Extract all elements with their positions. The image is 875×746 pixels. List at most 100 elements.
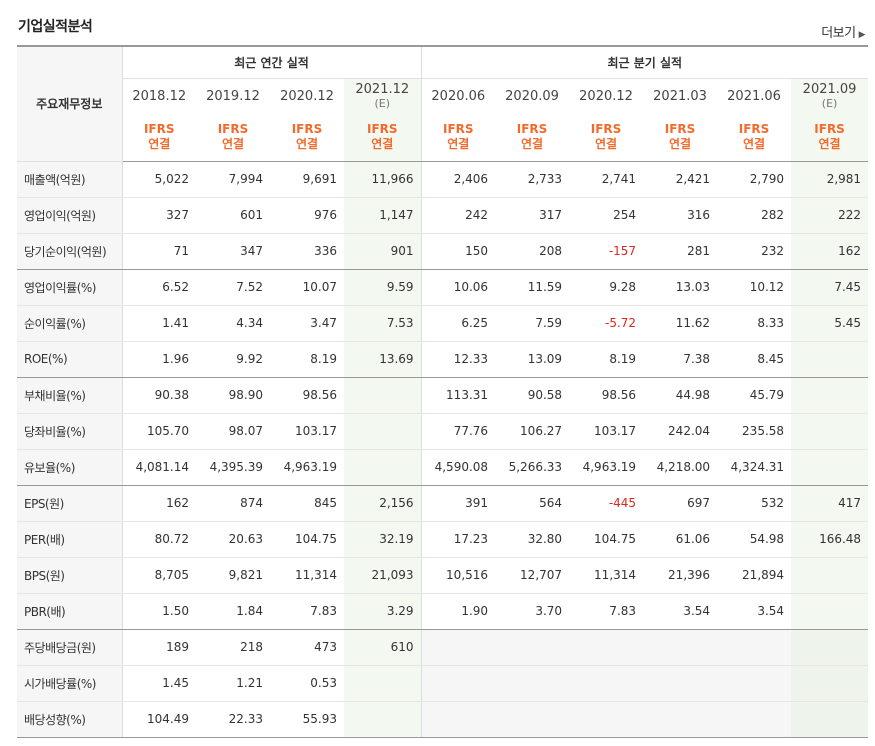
period-label: 2020.12	[280, 88, 334, 104]
table-cell: 417	[791, 485, 869, 522]
table-cell: 6.52	[122, 269, 196, 306]
table-row: 부채비율(%) 90.38 98.90 98.56 113.31 90.58 98.56 44…	[17, 377, 869, 414]
table-cell	[791, 449, 869, 486]
basis-standard: IFRS	[814, 122, 845, 137]
row-label: 당좌비율(%)	[17, 413, 123, 450]
row-label: 유보율(%)	[17, 449, 123, 486]
table-cell: 473	[270, 629, 344, 666]
basis-consolidated: 연결	[148, 137, 171, 152]
table-cell: 874	[196, 485, 270, 522]
table-cell: 11.59	[495, 269, 570, 306]
row-label: BPS(원)	[17, 557, 123, 594]
table-cell: 9.28	[569, 269, 644, 306]
period-label: 2019.12	[206, 88, 260, 104]
basis-consolidated: 연결	[295, 137, 319, 152]
table-cell: 2,156	[344, 485, 422, 522]
row-label: 배당성향(%)	[17, 701, 123, 738]
row-label: 영업이익률(%)	[17, 269, 123, 306]
table-row: 유보율(%) 4,081.14 4,395.39 4,963.19 4,590.08 5,…	[17, 449, 869, 486]
estimate-marker: (E)	[374, 97, 391, 111]
period-label: 2020.06	[431, 88, 486, 104]
period-header: 2021.06	[717, 78, 791, 114]
table-cell	[569, 629, 644, 666]
table-row: BPS(원) 8,705 9,821 11,314 21,093 10,516 12,707…	[17, 557, 869, 594]
table-cell: 7.83	[569, 593, 644, 630]
basis-standard: IFRS	[516, 122, 548, 137]
table-cell	[717, 665, 792, 702]
table-cell: 4,218.00	[643, 449, 718, 486]
period-header: 2020.06	[421, 78, 495, 114]
table-cell: 9.59	[344, 269, 422, 306]
period-label: 2018.12	[132, 88, 187, 104]
table-cell: 7.52	[196, 269, 270, 306]
table-cell: 9.92	[196, 341, 270, 378]
period-header: 2021.09 (E)	[791, 78, 869, 114]
period-header: 2021.12 (E)	[344, 78, 422, 114]
basis-standard: IFRS	[217, 122, 249, 137]
table-cell: 13.69	[344, 341, 422, 378]
table-cell: 7.38	[643, 341, 718, 378]
table-cell: 98.56	[270, 377, 344, 414]
table-cell: 5,022	[122, 161, 196, 198]
table-cell: 44.98	[643, 377, 718, 414]
basis-header: IFRS 연결	[270, 114, 344, 162]
table-cell: 21,093	[344, 557, 422, 594]
table-cell: 150	[421, 233, 496, 270]
table-cell: 45.79	[717, 377, 792, 414]
basis-consolidated: 연결	[669, 137, 692, 152]
table-cell: 98.90	[196, 377, 270, 414]
table-cell: 166.48	[791, 521, 869, 558]
table-cell: 564	[495, 485, 570, 522]
table-cell: 98.07	[196, 413, 270, 450]
label-column-header: 주요재무정보	[17, 45, 123, 162]
basis-standard: IFRS	[738, 122, 770, 137]
table-cell: 610	[344, 629, 422, 666]
period-header: 2021.03	[643, 78, 717, 114]
table-cell: -445	[569, 485, 644, 522]
table-cell: 11,314	[270, 557, 344, 594]
table-row: 배당성향(%) 104.49 22.33 55.93	[17, 701, 869, 738]
table-cell: 1.21	[196, 665, 270, 702]
table-cell: 901	[344, 233, 422, 270]
table-cell: 90.38	[122, 377, 196, 414]
table-cell: 103.17	[569, 413, 644, 450]
table-cell: 8.45	[717, 341, 792, 378]
table-cell: 17.23	[421, 521, 496, 558]
period-header: 2018.12	[122, 78, 196, 114]
table-cell: 2,406	[421, 161, 496, 198]
table-cell: 3.54	[717, 593, 792, 630]
annual-group-header: 최근 연간 실적	[122, 45, 422, 79]
row-label: PER(배)	[17, 521, 123, 558]
table-cell: 232	[717, 233, 792, 270]
table-cell: 327	[122, 197, 196, 234]
table-cell: 222	[791, 197, 869, 234]
basis-header: IFRS 연결	[791, 114, 869, 162]
table-cell: 11,966	[344, 161, 422, 198]
table-cell	[717, 701, 792, 738]
table-row: PER(배) 80.72 20.63 104.75 32.19 17.23 32.80 104…	[17, 521, 869, 558]
table-cell: 103.17	[270, 413, 344, 450]
table-cell: 10.06	[421, 269, 496, 306]
table-cell: 10.07	[270, 269, 344, 306]
table-cell: 13.03	[643, 269, 718, 306]
basis-standard: IFRS	[664, 122, 696, 137]
table-cell: 6.25	[421, 305, 496, 342]
table-cell: 8.19	[270, 341, 344, 378]
table-row: 당기순이익(억원) 71 347 336 901 150 208 -157 281 232 162	[17, 233, 869, 270]
table-cell: 7,994	[196, 161, 270, 198]
table-cell: 3.54	[643, 593, 718, 630]
table-cell: 77.76	[421, 413, 496, 450]
more-link[interactable]: 더보기 ▶	[821, 22, 865, 41]
basis-header: IFRS 연결	[196, 114, 270, 162]
table-cell: 5,266.33	[495, 449, 570, 486]
table-cell: 32.19	[344, 521, 422, 558]
row-label: EPS(원)	[17, 485, 123, 522]
table-cell: 1.90	[421, 593, 496, 630]
table-cell: 317	[495, 197, 570, 234]
table-cell: 1.84	[196, 593, 270, 630]
table-cell	[791, 629, 869, 666]
table-cell	[643, 665, 718, 702]
table-cell: 601	[196, 197, 270, 234]
table-row: 영업이익률(%) 6.52 7.52 10.07 9.59 10.06 11.59 9.28 1…	[17, 269, 869, 306]
period-header: 2020.12	[569, 78, 643, 114]
